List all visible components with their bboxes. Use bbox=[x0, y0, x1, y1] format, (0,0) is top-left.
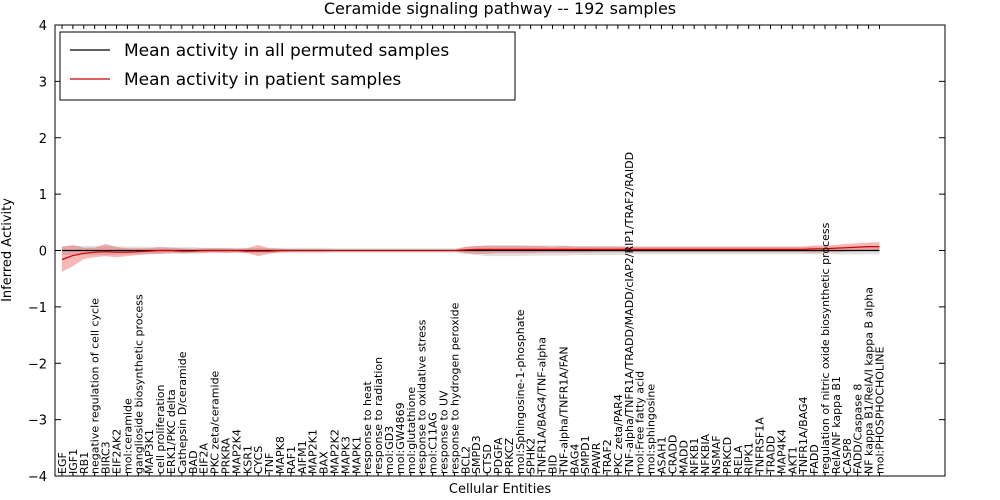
x-category-label: BCL2 bbox=[459, 446, 472, 474]
x-category-label: SMPD3 bbox=[470, 435, 483, 474]
x-category-label: mol:ceramide bbox=[121, 398, 134, 474]
x-category-label: TRAF2 bbox=[601, 439, 614, 475]
x-axis-label: Cellular Entities bbox=[449, 482, 551, 497]
y-tick-label: −3 bbox=[28, 414, 47, 429]
x-category-label: PAWR bbox=[590, 442, 603, 474]
x-category-label: MADD bbox=[677, 440, 690, 474]
y-tick-label: 3 bbox=[39, 75, 47, 90]
y-tick-label: 0 bbox=[39, 245, 47, 260]
x-category-label: RELA bbox=[732, 445, 745, 474]
x-category-label: TNFR1A/BAG4 bbox=[797, 396, 810, 475]
x-category-label: NFKBIA bbox=[699, 433, 712, 474]
x-category-label: RAF1 bbox=[285, 446, 298, 474]
x-category-label: AIFM1 bbox=[296, 440, 309, 474]
y-tick-label: 1 bbox=[39, 188, 47, 203]
x-category-label: RelA/NF kappa B1 bbox=[830, 376, 843, 474]
x-category-label: mol:C11AG bbox=[427, 412, 440, 474]
x-category-label: EGF bbox=[56, 452, 69, 474]
x-category-label: cell proliferation bbox=[154, 384, 167, 474]
x-category-label: IGF1 bbox=[67, 449, 80, 474]
legend-label-permuted: Mean activity in all permuted samples bbox=[124, 41, 449, 61]
x-category-label: RIPK1 bbox=[743, 442, 756, 474]
x-category-label: CASP8 bbox=[841, 438, 854, 474]
y-tick-label: −2 bbox=[28, 357, 47, 372]
x-category-label: BAG4 bbox=[568, 444, 581, 474]
x-category-label: MAPK1 bbox=[350, 436, 363, 474]
x-category-label: response to heat bbox=[361, 381, 374, 474]
x-category-label: response to hydrogen peroxide bbox=[448, 302, 461, 474]
x-category-label: MAPK3 bbox=[339, 436, 352, 474]
x-category-label: mol:GW4869 bbox=[394, 402, 407, 474]
x-category-label: PRKRA bbox=[220, 437, 233, 474]
x-category-label: KSR1 bbox=[241, 445, 254, 474]
x-category-label: regulation of nitric oxide biosynthetic … bbox=[819, 222, 832, 474]
x-category-label: SPHK2 bbox=[525, 438, 538, 474]
x-category-label: MAP2K2 bbox=[329, 429, 342, 474]
x-category-label: PKC zeta/PAR4 bbox=[612, 394, 625, 474]
x-category-label: Cathepsin D/ceramide bbox=[176, 351, 189, 474]
x-category-label: TNF-alpha/TNFR1A/TRADD/MADD/cIAP2/RIP1/T… bbox=[623, 152, 636, 475]
x-category-label: PRKCZ bbox=[503, 437, 516, 474]
legend: Mean activity in all permuted samples Me… bbox=[59, 31, 516, 101]
x-category-label: response to UV bbox=[438, 390, 451, 474]
x-category-label: BIRC3 bbox=[100, 441, 113, 474]
x-category-label: TNFRSF1A bbox=[754, 417, 767, 475]
y-tick-label: 2 bbox=[39, 132, 47, 147]
x-category-label: BAX bbox=[318, 451, 331, 474]
x-category-label: mol:GD3 bbox=[383, 426, 396, 474]
x-category-label: NSMAF bbox=[710, 435, 723, 474]
x-category-label: mol:glutathione bbox=[405, 387, 418, 474]
x-category-label: EIF2A bbox=[198, 442, 211, 474]
line-patient bbox=[61, 246, 880, 261]
x-category-label: FADD/Caspase 8 bbox=[852, 384, 865, 474]
x-category-label: PRKCD bbox=[721, 437, 734, 474]
x-category-label: TNFR1A/BAG4/TNF-alpha bbox=[536, 337, 549, 475]
x-category-label: FADD bbox=[808, 444, 821, 474]
chart-title: Ceramide signaling pathway -- 192 sample… bbox=[324, 0, 676, 18]
y-tick-label: −1 bbox=[28, 301, 47, 316]
x-category-label: TNF bbox=[263, 453, 276, 475]
x-category-label: ganglioside biosynthetic process bbox=[132, 294, 145, 474]
x-category-label: NF kappa B1/RelA/I kappa B alpha bbox=[863, 287, 876, 474]
x-category-label: MAP3K1 bbox=[143, 429, 156, 474]
x-category-label: AKT1 bbox=[786, 446, 799, 474]
x-category-label: EIF2AK2 bbox=[111, 429, 124, 474]
x-category-label: mol:Free fatty acid bbox=[634, 371, 647, 474]
x-category-label: response to radiation bbox=[372, 357, 385, 474]
x-category-label: MAPK8 bbox=[274, 436, 287, 474]
legend-box bbox=[59, 31, 516, 101]
series-lines bbox=[61, 246, 880, 261]
x-category-label: MAP4K4 bbox=[775, 429, 788, 474]
y-tick-label: −4 bbox=[28, 470, 47, 485]
x-category-label: BID bbox=[547, 455, 560, 474]
x-category-label: SMPD1 bbox=[579, 435, 592, 474]
x-category-label: BAD bbox=[187, 450, 200, 474]
x-category-label: mol:sphingosine bbox=[645, 384, 658, 474]
x-category-label: ERK1/PKC delta bbox=[165, 389, 178, 474]
x-category-label: negative regulation of cell cycle bbox=[89, 298, 102, 474]
x-category-label: PKC zeta/ceramide bbox=[209, 370, 222, 474]
y-axis: −4 −3 −2 −1 0 1 2 3 4 bbox=[28, 19, 945, 485]
legend-label-patient: Mean activity in patient samples bbox=[124, 70, 401, 90]
x-category-label: NFKB1 bbox=[688, 438, 701, 474]
x-category-label: CTSD bbox=[481, 444, 494, 474]
x-category-label: CYCS bbox=[252, 446, 265, 474]
y-tick-label: 4 bbox=[39, 19, 47, 34]
x-category-label: MAP2K4 bbox=[230, 429, 243, 474]
x-category-label: mol:Sphingosine-1-phosphate bbox=[514, 309, 527, 474]
x-category-label: TRADD bbox=[765, 436, 778, 475]
x-category-label: TNF-alpha/TNFR1A/FAN bbox=[557, 346, 570, 475]
x-category-label: PDGFA bbox=[492, 437, 505, 474]
x-category-label: response to oxidative stress bbox=[416, 319, 429, 474]
x-category-label: CRADD bbox=[666, 435, 679, 474]
x-category-label: MAP2K1 bbox=[307, 429, 320, 474]
x-category-label: mol:PHOSPHOCHOLINE bbox=[874, 346, 887, 474]
x-category-label: ASAH1 bbox=[656, 436, 669, 474]
x-category-label: RB1 bbox=[78, 452, 91, 474]
y-axis-label: Inferred Activity bbox=[0, 198, 15, 302]
